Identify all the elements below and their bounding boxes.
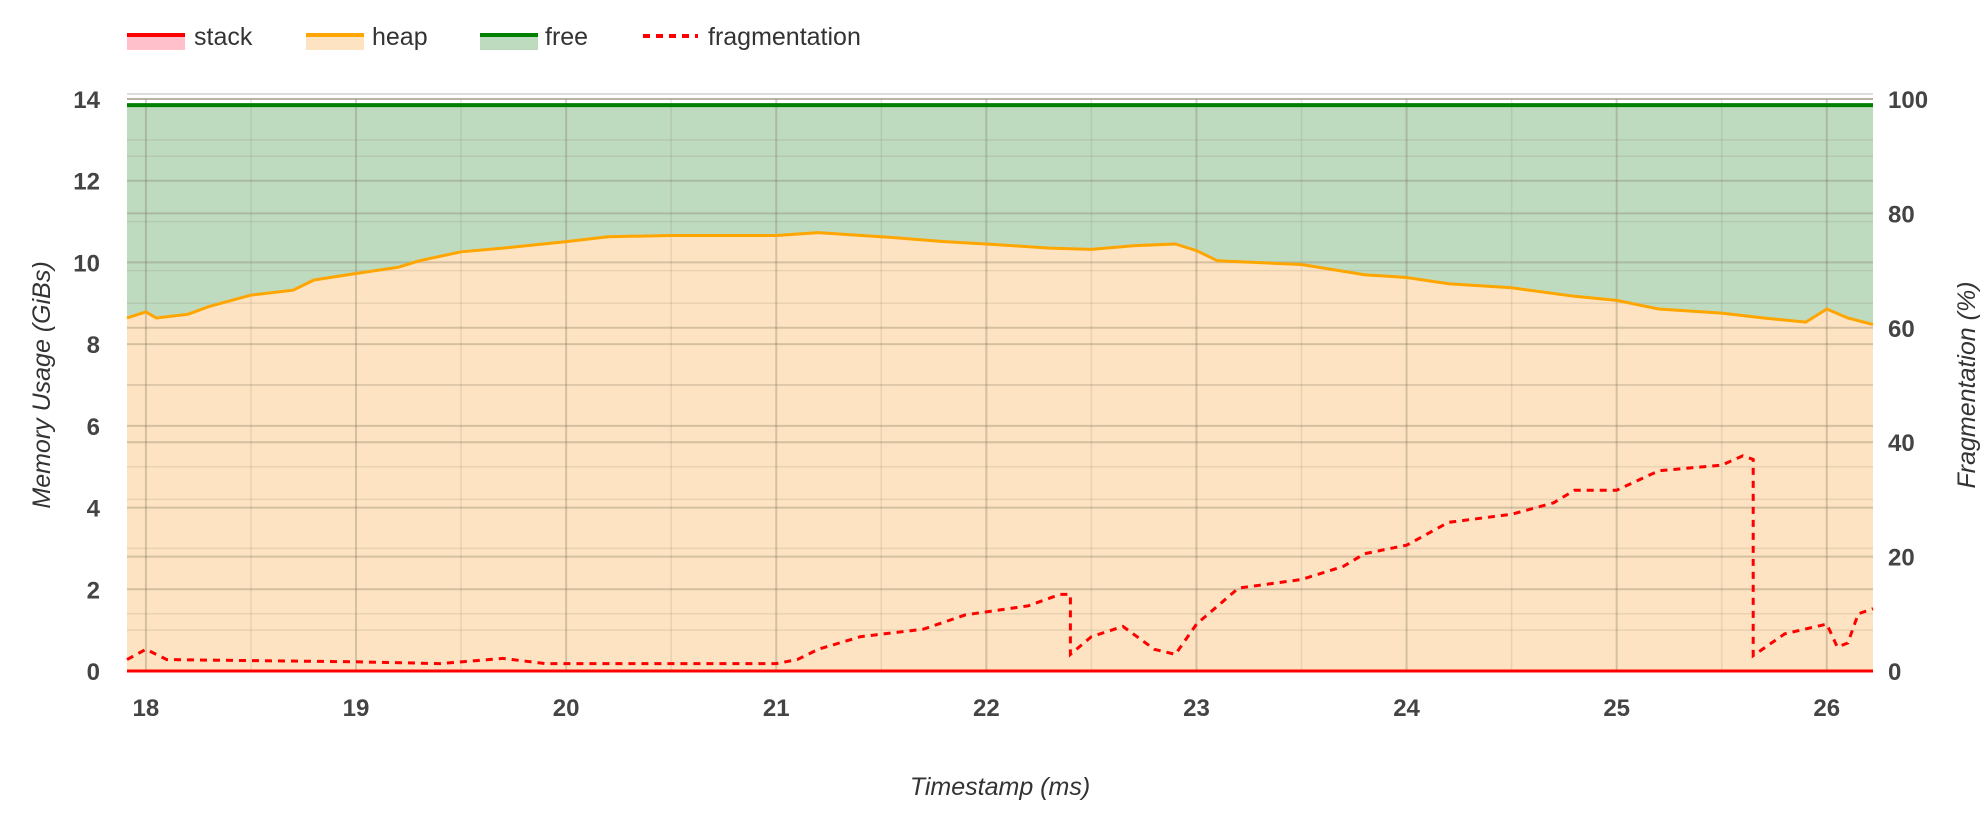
x-axis-title: Timestamp (ms) bbox=[910, 773, 1090, 801]
y2-tick-label: 60 bbox=[1888, 316, 1915, 343]
y2-tick-label: 0 bbox=[1888, 659, 1901, 686]
x-tick-label: 24 bbox=[1393, 695, 1420, 722]
y-tick-label: 10 bbox=[73, 250, 100, 277]
legend-item-stack[interactable]: stack bbox=[127, 23, 253, 51]
legend-label-free: free bbox=[545, 23, 588, 51]
legend-label-stack: stack bbox=[194, 23, 253, 51]
legend-swatch-heap bbox=[306, 36, 364, 50]
legend-item-free[interactable]: free bbox=[480, 23, 588, 51]
legend-item-heap[interactable]: heap bbox=[306, 23, 428, 51]
x-tick-label: 20 bbox=[553, 695, 580, 722]
legend: stack heap free fragmentation bbox=[127, 23, 861, 51]
heap-line bbox=[126, 231, 1874, 326]
y2-tick-label: 20 bbox=[1888, 545, 1915, 572]
x-tick-label: 18 bbox=[133, 695, 160, 722]
heap-area bbox=[127, 232, 1873, 671]
y-tick-label: 0 bbox=[87, 659, 100, 686]
legend-label-fragmentation: fragmentation bbox=[708, 23, 861, 51]
legend-line-free bbox=[480, 33, 538, 37]
x-tick-label: 25 bbox=[1603, 695, 1630, 722]
y-tick-label: 12 bbox=[73, 169, 100, 196]
y2-tick-label: 100 bbox=[1888, 87, 1928, 114]
y-tick-label: 2 bbox=[87, 577, 100, 604]
y-axis-title: Memory Usage (GiBs) bbox=[28, 261, 56, 508]
y2-tick-label: 80 bbox=[1888, 201, 1915, 228]
legend-label-heap: heap bbox=[372, 23, 428, 51]
y-tick-label: 6 bbox=[87, 414, 100, 441]
x-tick-label: 23 bbox=[1183, 695, 1210, 722]
legend-line-stack bbox=[127, 33, 185, 37]
y-tick-label: 4 bbox=[87, 496, 101, 523]
y2-axis-title: Fragmentation (%) bbox=[1953, 281, 1981, 488]
legend-item-fragmentation[interactable]: fragmentation bbox=[643, 23, 861, 51]
fragmentation-line bbox=[126, 454, 1874, 666]
y2-tick-label: 40 bbox=[1888, 430, 1915, 457]
legend-swatch-free bbox=[480, 36, 538, 50]
y-tick-label: 8 bbox=[87, 332, 100, 359]
legend-swatch-stack bbox=[127, 36, 185, 50]
y-tick-label: 14 bbox=[73, 87, 100, 114]
x-tick-label: 22 bbox=[973, 695, 1000, 722]
legend-line-heap bbox=[306, 33, 364, 37]
x-tick-label: 26 bbox=[1813, 695, 1840, 722]
x-tick-label: 19 bbox=[343, 695, 370, 722]
x-tick-label: 21 bbox=[763, 695, 790, 722]
